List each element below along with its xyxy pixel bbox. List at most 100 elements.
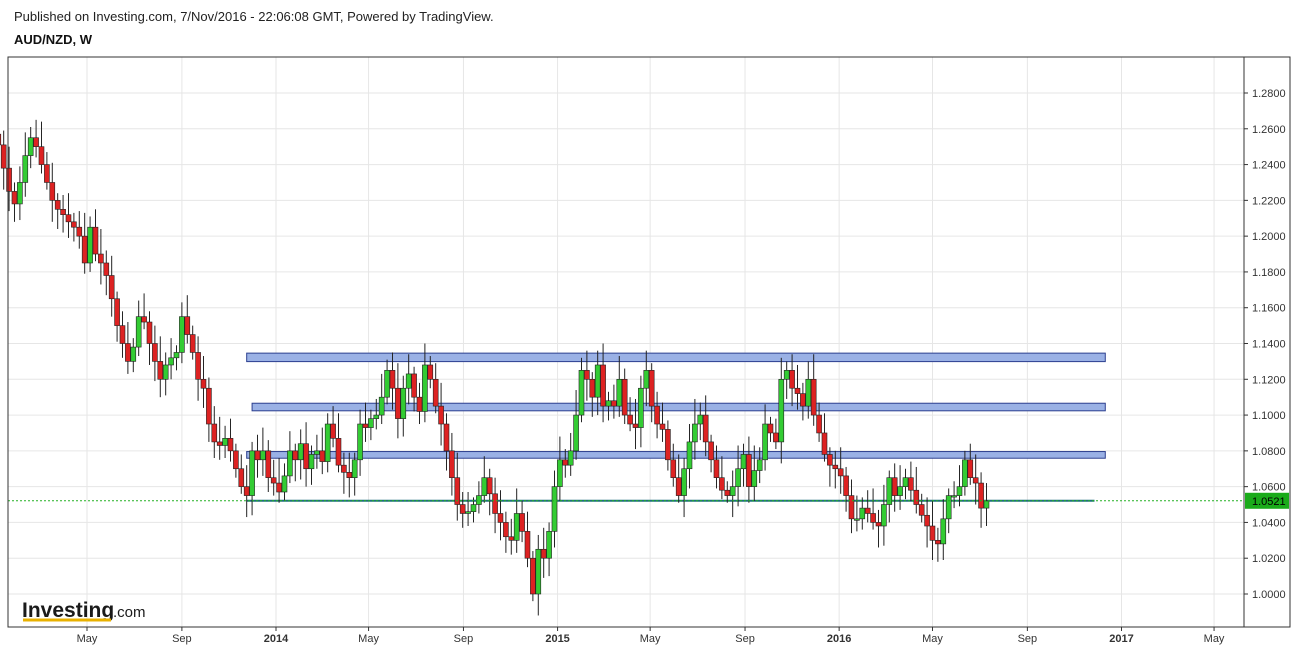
candle <box>881 484 887 546</box>
candle-body <box>837 468 844 477</box>
candle-body <box>929 525 936 541</box>
x-tick-label: 2016 <box>827 633 851 645</box>
candle-body <box>665 429 671 461</box>
candle <box>54 193 61 229</box>
candle-body <box>324 423 331 462</box>
candle <box>837 447 844 494</box>
logo-text-main: Investing <box>22 599 114 622</box>
candle-body <box>551 486 558 532</box>
candle-body <box>535 548 542 595</box>
candle-body <box>767 423 774 434</box>
candle-body <box>713 459 720 478</box>
candle <box>351 452 358 496</box>
candle <box>918 493 925 523</box>
x-tick-label: 2014 <box>264 633 289 645</box>
candle <box>816 402 822 442</box>
candle-body <box>189 334 196 353</box>
candle <box>303 422 309 487</box>
candle-body <box>98 253 104 264</box>
candle-body <box>486 477 493 495</box>
candle-body <box>92 226 99 255</box>
candle-body <box>292 450 299 461</box>
candle <box>432 363 439 414</box>
candle-body <box>222 438 228 446</box>
y-tick-label: 1.1600 <box>1252 303 1286 315</box>
candle-body <box>384 370 390 398</box>
candle-body <box>789 370 795 389</box>
candle-body <box>778 378 785 443</box>
candle <box>567 432 574 476</box>
candle <box>535 534 542 616</box>
candle <box>481 456 488 503</box>
candle <box>319 427 326 475</box>
candle-body <box>71 221 77 228</box>
candle <box>211 406 218 459</box>
candle-body <box>648 370 655 407</box>
candle-body <box>800 393 806 407</box>
candle <box>141 293 147 330</box>
candle <box>913 466 920 514</box>
candle-body <box>924 514 930 527</box>
candle <box>108 255 115 317</box>
candle <box>265 440 272 493</box>
candle-body <box>773 432 779 443</box>
y-tick-label: 1.0600 <box>1252 482 1286 494</box>
candle-body <box>686 441 693 470</box>
candle <box>648 363 655 423</box>
candle <box>44 152 50 190</box>
candle-body <box>940 518 947 545</box>
candle-body <box>470 504 477 512</box>
candle-body <box>135 316 142 348</box>
x-tick-label: Sep <box>735 633 755 645</box>
candle <box>427 356 434 389</box>
candle-body <box>794 387 801 394</box>
candle-body <box>546 531 552 559</box>
y-axis: 1.0000 1.0200 1.0400 1.0600 1.0800 1.1000 1.12… <box>1243 57 1286 627</box>
candle <box>513 488 520 553</box>
candle <box>546 522 552 577</box>
candle-body <box>762 423 768 461</box>
candle <box>368 409 374 441</box>
candle <box>416 382 423 425</box>
candle <box>702 395 709 457</box>
candle-body <box>303 443 309 470</box>
candle-body <box>816 414 822 434</box>
candle <box>411 366 417 412</box>
x-axis: May Sep 2014 May Sep 2015 May Sep 2016 May Sep 2017… <box>77 627 1225 645</box>
x-tick-label: 2015 <box>545 633 569 645</box>
resistance-zone <box>251 402 1106 412</box>
candle <box>897 465 903 510</box>
candle-body <box>621 378 628 416</box>
y-tick-label: 1.1800 <box>1252 267 1286 279</box>
x-tick-label: May <box>358 633 379 645</box>
candle-body <box>459 504 466 514</box>
candle <box>497 490 504 541</box>
candle <box>22 132 29 197</box>
candle <box>719 456 725 500</box>
candle-body <box>735 468 741 487</box>
candle <box>357 409 363 476</box>
candle-body <box>751 470 758 487</box>
candle-body <box>400 387 407 419</box>
candle-body <box>157 361 164 380</box>
candle <box>476 481 482 514</box>
candle <box>573 390 579 460</box>
candle <box>908 461 914 501</box>
candle-body <box>854 518 860 521</box>
candle-body <box>746 454 752 487</box>
candle <box>216 416 223 460</box>
candle <box>227 418 234 462</box>
candle-body <box>605 400 612 407</box>
candle-body <box>697 414 704 425</box>
candle <box>189 325 196 360</box>
candle <box>184 295 191 344</box>
candle <box>362 402 369 442</box>
candle <box>508 518 515 555</box>
candle-body <box>438 405 444 425</box>
candle-body <box>659 423 666 430</box>
candle-body <box>206 387 212 425</box>
candle-body <box>902 477 909 487</box>
candle-body <box>945 495 952 520</box>
candle-body <box>886 477 893 505</box>
